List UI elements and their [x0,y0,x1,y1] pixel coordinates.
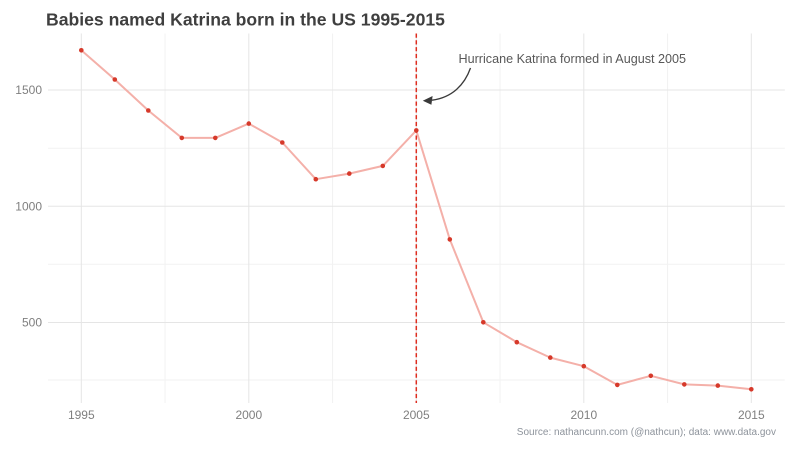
svg-text:1500: 1500 [15,83,42,97]
svg-text:1995: 1995 [68,408,95,422]
svg-text:Source: nathancunn.com (@nathc: Source: nathancunn.com (@nathcun); data:… [517,427,776,438]
svg-text:500: 500 [22,316,42,330]
svg-text:Babies named Katrina born in t: Babies named Katrina born in the US 1995… [46,10,445,30]
svg-text:Hurricane Katrina formed in Au: Hurricane Katrina formed in August 2005 [459,52,687,66]
svg-text:2005: 2005 [403,408,430,422]
svg-text:2000: 2000 [235,408,262,422]
svg-text:2015: 2015 [738,408,765,422]
svg-text:2010: 2010 [570,408,597,422]
svg-text:1000: 1000 [15,199,42,213]
